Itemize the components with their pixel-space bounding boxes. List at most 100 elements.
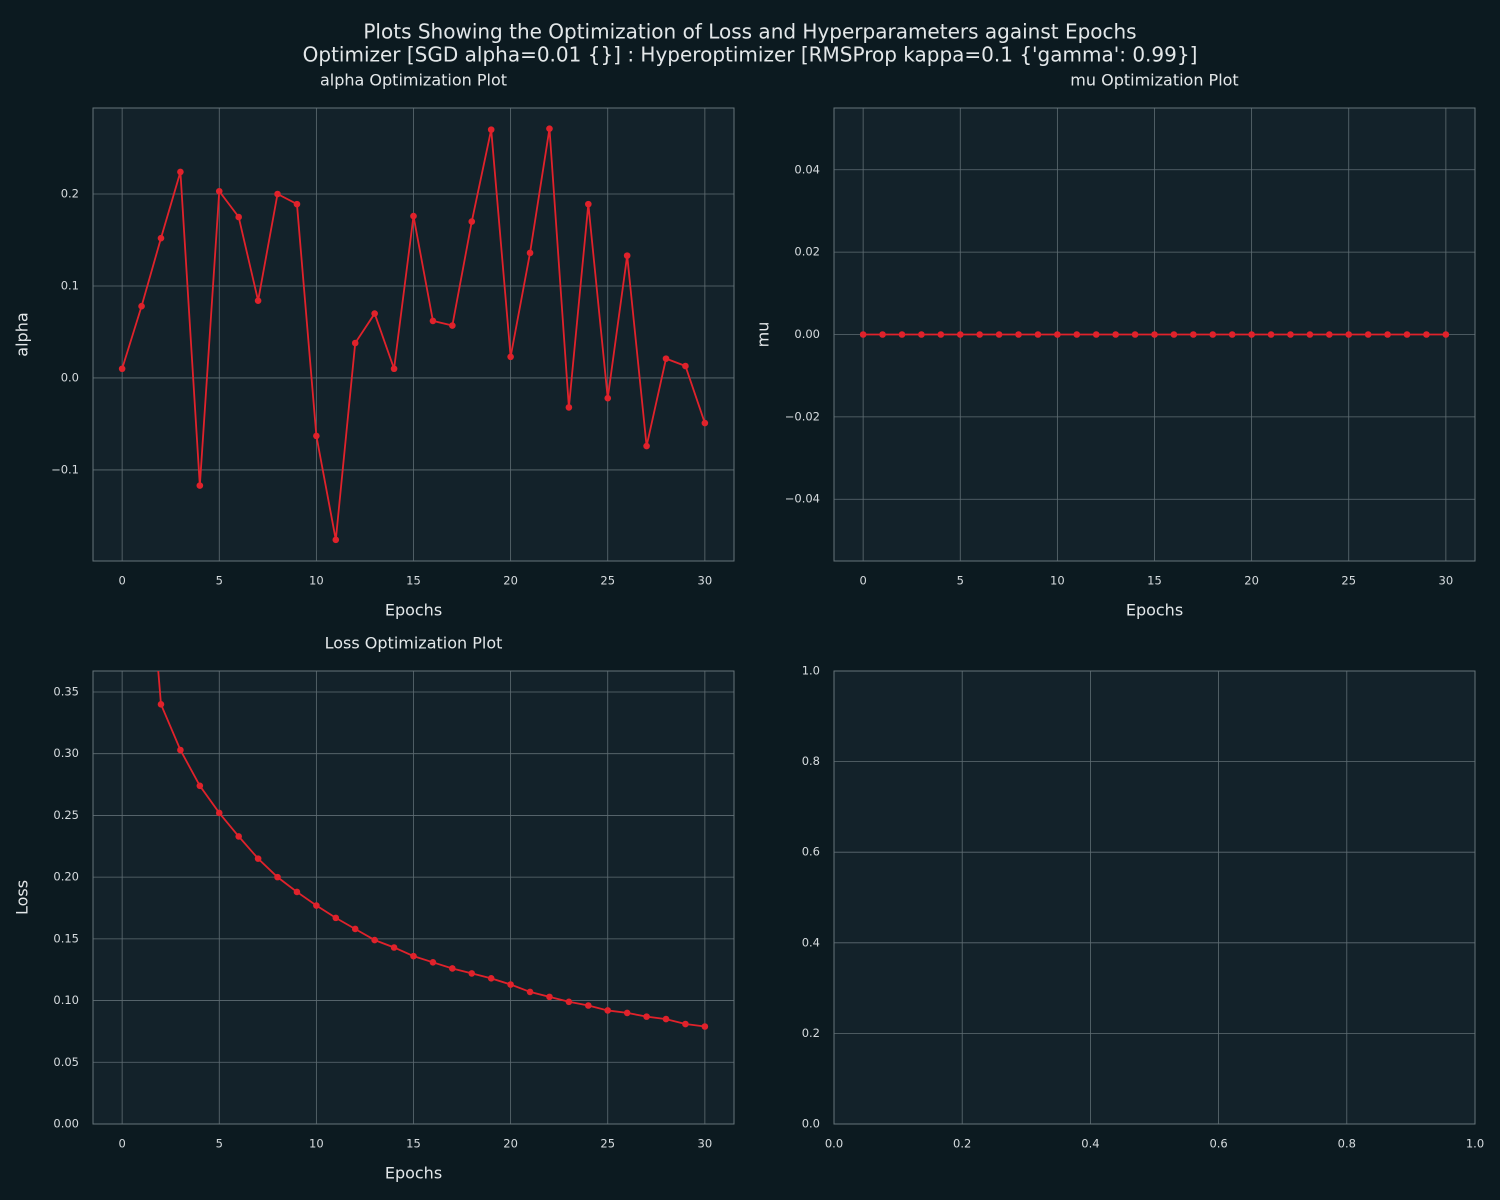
y-tick-label: −0.02 (785, 409, 820, 423)
y-tick-label: −0.1 (51, 462, 79, 476)
y-axis-label: alpha (13, 312, 32, 356)
x-tick-label: 15 (1147, 574, 1162, 588)
data-point (1326, 331, 1333, 338)
x-tick-label: 0.4 (1081, 1137, 1099, 1151)
data-point (1034, 331, 1042, 338)
x-tick-label: 0 (859, 574, 866, 588)
data-point (643, 442, 650, 450)
data-point (390, 365, 398, 373)
data-point (487, 126, 495, 133)
data-point (1228, 331, 1236, 338)
x-tick-label: 5 (216, 574, 223, 588)
data-point (546, 125, 553, 132)
y-tick-label: 0.0 (61, 370, 79, 384)
y-tick-label: 0.2 (802, 1026, 820, 1040)
x-tick-label: 1.0 (1466, 1137, 1484, 1151)
data-point (604, 1007, 612, 1014)
data-point (1209, 331, 1217, 338)
data-point (138, 302, 145, 310)
data-point (1306, 331, 1314, 338)
data-point (682, 362, 689, 370)
data-point (274, 873, 281, 881)
x-tick-label: 5 (957, 574, 964, 588)
data-point (487, 975, 495, 982)
data-point (177, 746, 184, 754)
data-point (468, 218, 476, 225)
data-point (313, 432, 320, 440)
data-point (507, 981, 514, 988)
y-tick-label: −0.04 (785, 492, 820, 506)
data-point (293, 200, 301, 208)
y-tick-label: 0.0 (802, 1117, 820, 1131)
x-tick-label: 0.6 (1209, 1137, 1227, 1151)
data-point (1092, 331, 1100, 338)
y-axis-label: Loss (13, 880, 32, 915)
data-point (274, 190, 281, 198)
x-tick-label: 0 (118, 1137, 125, 1151)
y-tick-label: 0.10 (53, 993, 79, 1007)
x-tick-label: 15 (406, 574, 421, 588)
figure-title: Plots Showing the Optimization of Loss a… (363, 20, 1136, 44)
y-tick-label: 0.00 (794, 327, 820, 341)
data-point (235, 213, 242, 221)
y-tick-label: 0.00 (53, 1117, 79, 1131)
x-tick-label: 30 (698, 574, 713, 588)
data-point (937, 331, 945, 338)
data-point (215, 187, 223, 195)
data-point (313, 902, 320, 909)
series (118, 125, 709, 544)
x-tick-label: 0.2 (953, 1137, 971, 1151)
x-tick-label: 20 (1244, 574, 1259, 588)
data-point (1190, 331, 1197, 338)
data-point (898, 331, 906, 338)
y-tick-label: 0.15 (53, 931, 79, 945)
data-point (449, 322, 456, 329)
data-point (1384, 331, 1391, 338)
data-point (643, 1013, 650, 1020)
data-point (410, 952, 417, 960)
data-point (623, 252, 631, 259)
y-tick-label: 0.4 (802, 935, 820, 949)
data-point (526, 249, 534, 257)
data-point (565, 998, 573, 1006)
data-point (918, 331, 925, 338)
data-point (371, 936, 378, 944)
data-point (879, 331, 886, 338)
data-point (1073, 331, 1081, 338)
data-point (1423, 331, 1430, 338)
data-point (351, 339, 359, 347)
data-point (254, 297, 262, 304)
x-tick-label: 10 (309, 574, 324, 588)
y-tick-label: 0.02 (794, 245, 820, 259)
x-tick-label: 0.8 (1338, 1137, 1356, 1151)
data-point (332, 536, 340, 544)
data-point (604, 394, 612, 402)
data-point (371, 310, 378, 317)
y-tick-label: 0.2 (61, 187, 79, 201)
x-tick-label: 15 (406, 1137, 421, 1151)
data-point (351, 925, 359, 933)
x-tick-label: 10 (1050, 574, 1065, 588)
x-tick-label: 25 (600, 574, 615, 588)
x-tick-label: 30 (1439, 574, 1454, 588)
y-tick-label: 0.05 (53, 1055, 79, 1069)
y-axis-label: mu (754, 322, 773, 348)
data-point (449, 965, 456, 972)
data-point (118, 365, 126, 373)
y-tick-label: 0.1 (61, 278, 79, 292)
axes-frame (92, 670, 735, 1125)
y-tick-label: 0.35 (53, 684, 79, 698)
y-tick-label: 0.30 (53, 746, 79, 760)
data-point (623, 1009, 631, 1017)
x-axis-label: Epochs (385, 601, 442, 620)
data-point (662, 1015, 670, 1023)
data-point (995, 331, 1003, 338)
data-point (662, 355, 670, 362)
x-axis-label: Epochs (1126, 601, 1183, 620)
data-point (468, 970, 476, 977)
data-point (701, 1023, 709, 1030)
data-point (701, 419, 709, 427)
x-tick-label: 20 (503, 574, 518, 588)
data-point (1054, 331, 1061, 338)
